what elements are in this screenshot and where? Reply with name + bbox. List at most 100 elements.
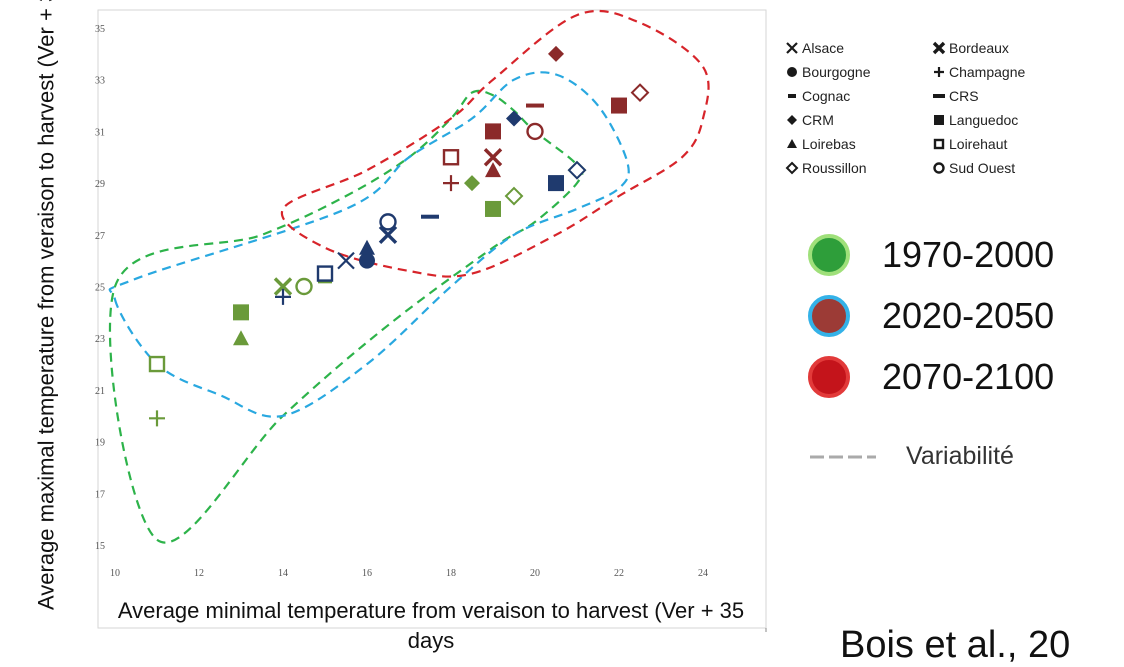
variability-envelope-2070-2100	[280, 9, 710, 278]
point-2070-2100-bordeaux	[483, 148, 503, 167]
legend-item-label: Bordeaux	[949, 40, 1009, 56]
legend-item-label: Languedoc	[949, 112, 1019, 128]
x-tick-label: 20	[530, 568, 540, 579]
legend-symbol-icon	[788, 94, 796, 98]
y-tick-label: 29	[95, 179, 105, 190]
legend-item-alsace: Alsace	[785, 40, 844, 56]
legend-symbol-icon	[787, 67, 797, 77]
legend-item-roussillon: Roussillon	[785, 160, 867, 176]
point-2070-2100-champagne	[443, 175, 459, 192]
period-legend-item: 2070-2100	[806, 354, 1054, 400]
y-tick-label: 27	[95, 231, 105, 242]
legend-item-label: CRM	[802, 112, 834, 128]
x-tick-label: 16	[362, 568, 372, 579]
legend-symbol-icon	[934, 115, 944, 125]
y-tick-label: 15	[95, 541, 105, 552]
point-2070-2100-crs	[526, 103, 544, 108]
legend-item-label: Champagne	[949, 64, 1026, 80]
y-tick-label: 25	[95, 283, 105, 294]
legend-item-loirehaut: Loirehaut	[932, 136, 1007, 152]
legend-symbol-icon	[787, 115, 797, 125]
period-label: 2020-2050	[882, 295, 1055, 336]
period-legend-item: 1970-2000	[806, 232, 1054, 278]
period-dot-icon	[808, 356, 850, 398]
point-2070-2100-languedoc	[611, 97, 627, 114]
legend-item-bordeaux: Bordeaux	[932, 40, 1009, 56]
point-2020-2050-crs	[421, 214, 439, 219]
point-2020-2050-crm	[506, 110, 522, 127]
variability-label: Variabilité	[906, 442, 1014, 470]
x-tick-label: 22	[614, 568, 624, 579]
legend-symbol-icon	[786, 42, 798, 54]
legend-symbol-icon	[787, 139, 797, 148]
period-dot-icon	[808, 234, 850, 276]
citation: Bois et al., 20	[840, 624, 1071, 666]
legend-item-crm: CRM	[785, 112, 834, 128]
point-2070-2100-loirebas	[485, 162, 501, 178]
legend-item-label: Roussillon	[802, 160, 867, 176]
legend-item-languedoc: Languedoc	[932, 112, 1018, 128]
y-axis-title-block: Average maximal temperature from veraiso…	[6, 0, 86, 620]
legend-item-loirebas: Loirebas	[785, 136, 856, 152]
variability-envelope-2020-2050	[108, 71, 630, 418]
point-2020-2050-alsace	[337, 251, 355, 270]
period-label: 1970-2000	[882, 234, 1055, 275]
point-2070-2100-crm	[548, 45, 564, 62]
x-tick-label: 12	[194, 568, 204, 579]
legend-item-bourgogne: Bourgogne	[785, 64, 871, 80]
x-tick-label: 24	[698, 568, 708, 579]
point-2020-2050-bourgogne	[359, 252, 375, 269]
point-2070-2100-loirehaut	[442, 149, 460, 166]
point-1970-2000-sud-ouest	[295, 277, 313, 296]
point-2070-2100-roussillon	[630, 83, 650, 103]
legend-item-champagne: Champagne	[932, 64, 1025, 80]
legend-item-sud-ouest: Sud Ouest	[932, 160, 1015, 176]
point-2070-2100-languedoc	[485, 123, 501, 140]
legend-item-label: CRS	[949, 88, 979, 104]
period-label: 2070-2100	[882, 356, 1055, 397]
period-dot-icon	[808, 295, 850, 337]
legend-item-crs: CRS	[932, 88, 979, 104]
legend-symbol-icon	[934, 67, 944, 77]
point-1970-2000-champagne	[149, 410, 165, 427]
y-tick-label: 19	[95, 438, 105, 449]
legend-item-label: Bourgogne	[802, 64, 871, 80]
legend-item-label: Loirehaut	[949, 136, 1008, 152]
y-tick-label: 31	[95, 127, 105, 138]
point-2020-2050-loirehaut	[316, 265, 334, 282]
plot-frame	[97, 9, 767, 629]
point-1970-2000-bordeaux	[273, 277, 293, 296]
legend-symbol-icon	[932, 41, 946, 55]
y-tick-label: 23	[95, 334, 105, 345]
legend-symbol-icon	[785, 161, 799, 175]
y-tick-label: 17	[95, 489, 105, 500]
legend-symbol-icon	[933, 138, 945, 150]
point-1970-2000-roussillon	[504, 186, 524, 206]
point-2020-2050-bordeaux	[378, 225, 398, 245]
legend-item-label: Alsace	[802, 40, 845, 56]
x-tick-label: 14	[278, 568, 288, 579]
y-tick-label: 35	[95, 24, 105, 35]
point-1970-2000-languedoc	[233, 304, 249, 321]
legend-item-label: Loirebas	[802, 136, 856, 152]
point-2020-2050-champagne	[275, 288, 291, 305]
y-tick-label: 21	[95, 386, 105, 397]
x-axis-title: Average minimal temperature from veraiso…	[117, 598, 745, 653]
variability-legend-item: Variabilité	[808, 442, 1014, 471]
legend-symbol-icon	[933, 162, 945, 174]
legend-item-cognac: Cognac	[785, 88, 850, 104]
period-legend-item: 2020-2050	[806, 293, 1054, 339]
variability-dash-swatch	[810, 455, 876, 458]
legend-item-label: Cognac	[802, 88, 851, 104]
point-1970-2000-loirebas	[233, 330, 249, 346]
x-tick-label: 10	[110, 568, 120, 579]
point-2020-2050-roussillon	[567, 160, 587, 180]
point-2020-2050-languedoc	[548, 175, 564, 192]
y-tick-label: 33	[95, 76, 105, 87]
point-1970-2000-loirehaut	[148, 355, 166, 373]
y-axis-title: Average maximal temperature from veraiso…	[33, 0, 59, 610]
point-2070-2100-sud-ouest	[526, 122, 544, 141]
point-1970-2000-crm	[464, 175, 480, 192]
legend-symbol-icon	[933, 94, 945, 98]
